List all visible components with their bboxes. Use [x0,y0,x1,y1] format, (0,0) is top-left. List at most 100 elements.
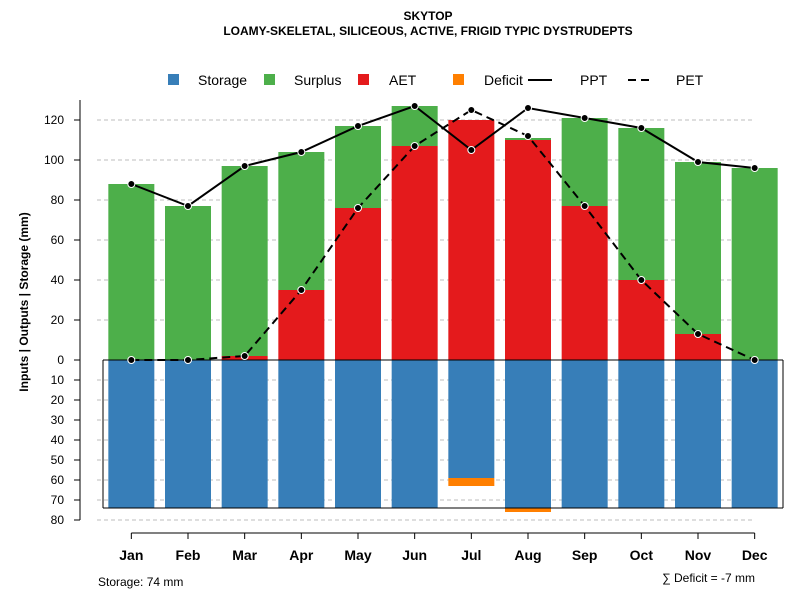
surplus-bar [561,118,608,206]
y-tick-label: 70 [51,493,65,507]
x-tick-label: Oct [630,547,654,563]
ppt-point [127,180,136,188]
x-tick-label: Apr [289,547,314,563]
aet-bar [335,208,381,360]
storage-bar [618,360,665,508]
ppt-line [130,104,755,208]
y-tick-label: 60 [51,473,65,487]
aet-bar [618,280,665,360]
pet-point [467,106,476,114]
x-tick-label: Dec [742,547,768,563]
ppt-point [580,114,589,122]
legend-label-aet: AET [389,72,417,88]
storage-bar [278,360,325,508]
y-tick-label: 120 [44,113,64,127]
surplus-bar [391,106,438,146]
ppt-point [410,102,419,110]
aet-bar [278,290,325,360]
deficit-note: ∑ Deficit = -7 mm [662,571,755,585]
x-tick-label: Jun [402,547,427,563]
storage-bar [505,360,551,508]
bars [102,106,784,512]
aet-bar [391,146,438,360]
x-tick-label: Nov [685,547,712,563]
aet-bar [561,206,608,360]
pet-point [580,202,589,210]
ppt-point [637,124,646,132]
pet-point [750,356,759,364]
legend-label-surplus: Surplus [294,72,341,88]
y-tick-label: 20 [51,313,65,327]
legend-label-storage: Storage [198,72,247,88]
ppt-point [524,104,532,112]
surplus-bar [221,166,268,356]
legend-swatch-deficit [453,74,464,85]
surplus-bar [278,152,325,290]
legend-label-ppt: PPT [580,72,608,88]
pet-point [127,356,136,364]
y-tick-label: 0 [57,353,64,367]
axes: 0 20 40 60 80 100 120 10 20 30 40 50 60 70 80 Jan Feb Mar… [44,100,768,563]
x-tick-label: May [344,547,371,563]
y-axis-label: Inputs | Outputs | Storage (mm) [17,212,31,391]
series-lines [127,102,759,364]
y-tick-label: 80 [51,513,65,527]
x-tick-label: Jul [461,547,481,563]
storage-bar [391,360,438,508]
surplus-bar [335,126,381,208]
surplus-bar [618,128,665,280]
ppt-point [240,162,249,170]
chart-subtitle: LOAMY-SKELETAL, SILICEOUS, ACTIVE, FRIGI… [223,24,632,38]
pet-point [240,352,249,360]
x-tick-label: Feb [176,547,201,563]
ppt-point [694,158,702,166]
x-tick-label: Jan [119,547,143,563]
storage-bar [731,360,778,508]
legend-swatch-storage [168,74,179,85]
storage-bar [221,360,268,508]
x-tick-label: Mar [232,547,257,563]
pet-point [184,356,192,364]
ppt-point [750,164,759,172]
pet-point [637,276,646,284]
pet-point [354,204,362,212]
legend-swatch-aet [358,74,369,85]
x-tick-label: Sep [572,547,598,563]
y-tick-label: 30 [51,413,65,427]
y-tick-label: 50 [51,453,65,467]
deficit-bar [448,478,495,486]
legend-label-deficit: Deficit [484,72,523,88]
pet-point [694,330,702,338]
storage-bar [165,360,211,508]
storage-bar [108,360,155,508]
y-tick-label: 60 [51,233,65,247]
ppt-point [184,202,192,210]
surplus-bar [165,206,211,360]
chart-title: SKYTOP [403,9,452,23]
y-tick-label: 10 [51,373,65,387]
legend-swatch-surplus [264,74,275,85]
surplus-bar [731,168,778,360]
pet-point [410,142,419,150]
y-tick-label: 80 [51,193,65,207]
storage-bar [561,360,608,508]
y-tick-label: 20 [51,393,65,407]
storage-bar [675,360,721,508]
y-tick-label: 40 [51,273,65,287]
x-tick-label: Aug [514,547,541,563]
ppt-point [467,146,476,154]
pet-point [524,132,532,140]
deficit-bar [505,508,551,512]
ppt-point [354,122,362,130]
aet-bar [675,334,721,360]
storage-note: Storage: 74 mm [98,575,183,589]
storage-bar [335,360,381,508]
ppt-point [297,148,306,156]
aet-bar [448,120,495,360]
pet-point [297,286,306,294]
surplus-bar [108,184,155,360]
aet-bar [505,140,551,360]
surplus-bar [675,162,721,334]
y-tick-label: 40 [51,433,65,447]
